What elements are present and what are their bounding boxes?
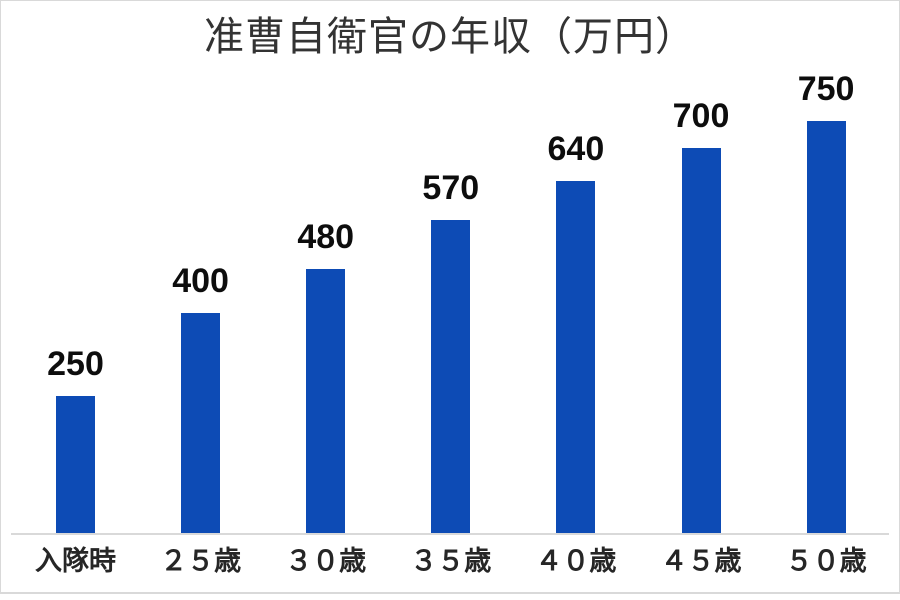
category-label: ４０歳 bbox=[535, 546, 617, 576]
x-axis-line bbox=[11, 533, 889, 535]
value-label: 250 bbox=[47, 345, 104, 383]
value-label: 480 bbox=[297, 218, 355, 256]
value-label: 570 bbox=[422, 169, 480, 207]
category-label: ３５歳 bbox=[410, 546, 492, 576]
bar bbox=[806, 121, 846, 534]
bar bbox=[556, 181, 596, 534]
chart-title: 准曹自衛官の年収（万円） bbox=[204, 15, 696, 59]
value-label: 750 bbox=[797, 70, 855, 108]
bar bbox=[56, 396, 95, 534]
bar bbox=[181, 313, 221, 534]
bar bbox=[431, 220, 471, 534]
category-label: ５０歳 bbox=[785, 546, 867, 576]
category-label: 入隊時 bbox=[35, 546, 116, 576]
category-label: ２５歳 bbox=[160, 546, 242, 576]
bar bbox=[306, 269, 346, 534]
bar bbox=[681, 148, 721, 534]
category-label: ４５歳 bbox=[660, 546, 742, 576]
category-label: ３０歳 bbox=[285, 546, 367, 576]
value-label: 700 bbox=[672, 97, 730, 135]
value-label: 640 bbox=[547, 130, 605, 168]
value-label: 400 bbox=[172, 262, 229, 300]
